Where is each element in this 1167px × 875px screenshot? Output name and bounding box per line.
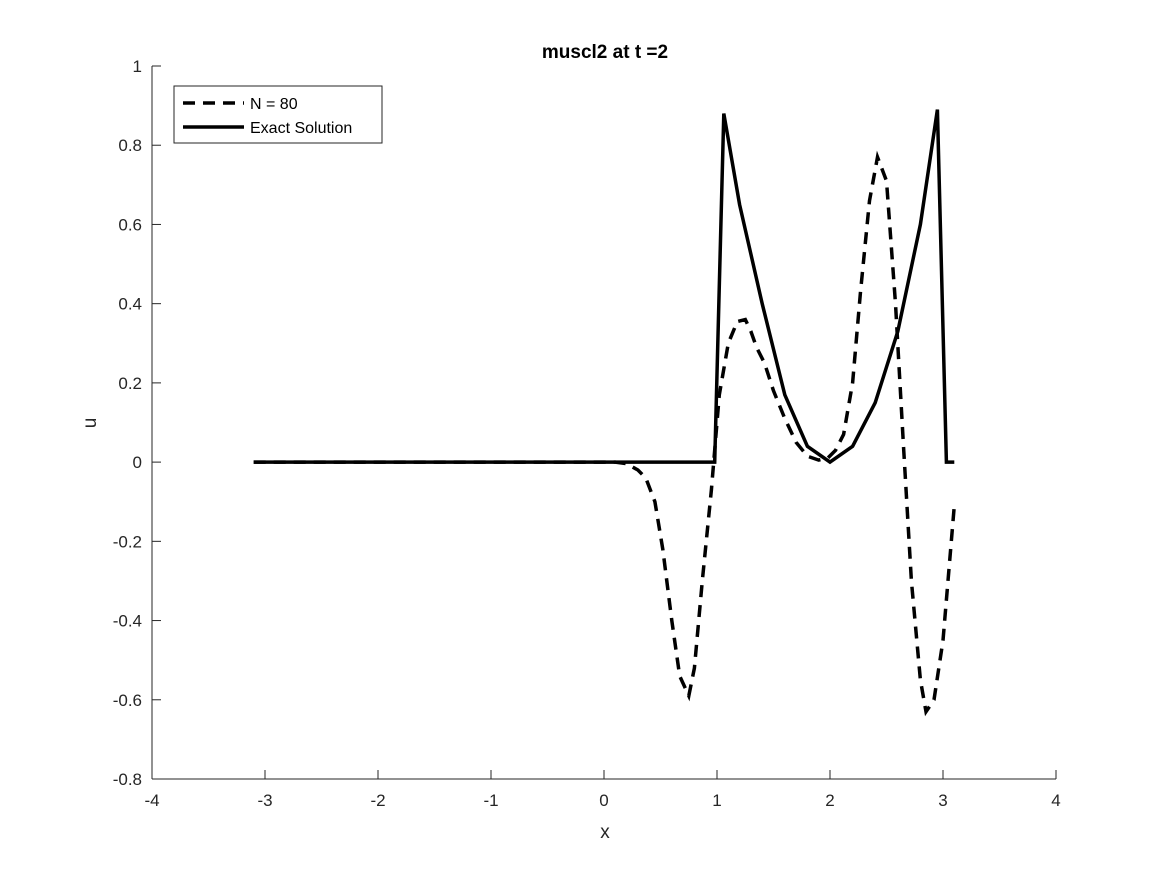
x-tick-label: 2	[825, 791, 834, 810]
x-tick-label: -1	[483, 791, 498, 810]
series-line-n80	[253, 150, 957, 717]
y-tick-label: 0.8	[118, 136, 142, 155]
plot-area: -4 -3 -2 -1 0 1 2 3 4 -0.8 -0.6 -0.4 -0.2 0 0.2 0.4 0.6 0…	[113, 57, 1061, 810]
x-axis-label: x	[600, 822, 610, 843]
y-tick-label: -0.6	[113, 691, 142, 710]
legend: N = 80 Exact Solution	[173, 85, 383, 144]
x-tick-label: 4	[1051, 791, 1060, 810]
legend-label-n80: N = 80	[250, 96, 298, 113]
x-tick-label: -3	[257, 791, 272, 810]
y-tick-label: 0	[133, 453, 142, 472]
x-tick-label: -4	[144, 791, 159, 810]
x-tick-label: -2	[370, 791, 385, 810]
y-tick-label: -0.4	[113, 612, 142, 631]
x-tick-label: 0	[599, 791, 608, 810]
series-line-exact	[253, 109, 955, 465]
y-tick-label: 0.4	[118, 295, 142, 314]
legend-label-exact: Exact Solution	[250, 120, 352, 137]
y-tick-label: 1	[133, 57, 142, 76]
y-tick-label: -0.2	[113, 532, 142, 551]
y-tick-label: 0.6	[118, 215, 142, 234]
x-tick-label: 3	[938, 791, 947, 810]
chart-title: muscl2 at t =2	[542, 42, 668, 63]
legend-box	[173, 85, 383, 144]
y-tick-label: -0.8	[113, 770, 142, 789]
x-tick-label: 1	[712, 791, 721, 810]
y-axis-label: u	[80, 418, 101, 429]
y-tick-label: 0.2	[118, 374, 142, 393]
